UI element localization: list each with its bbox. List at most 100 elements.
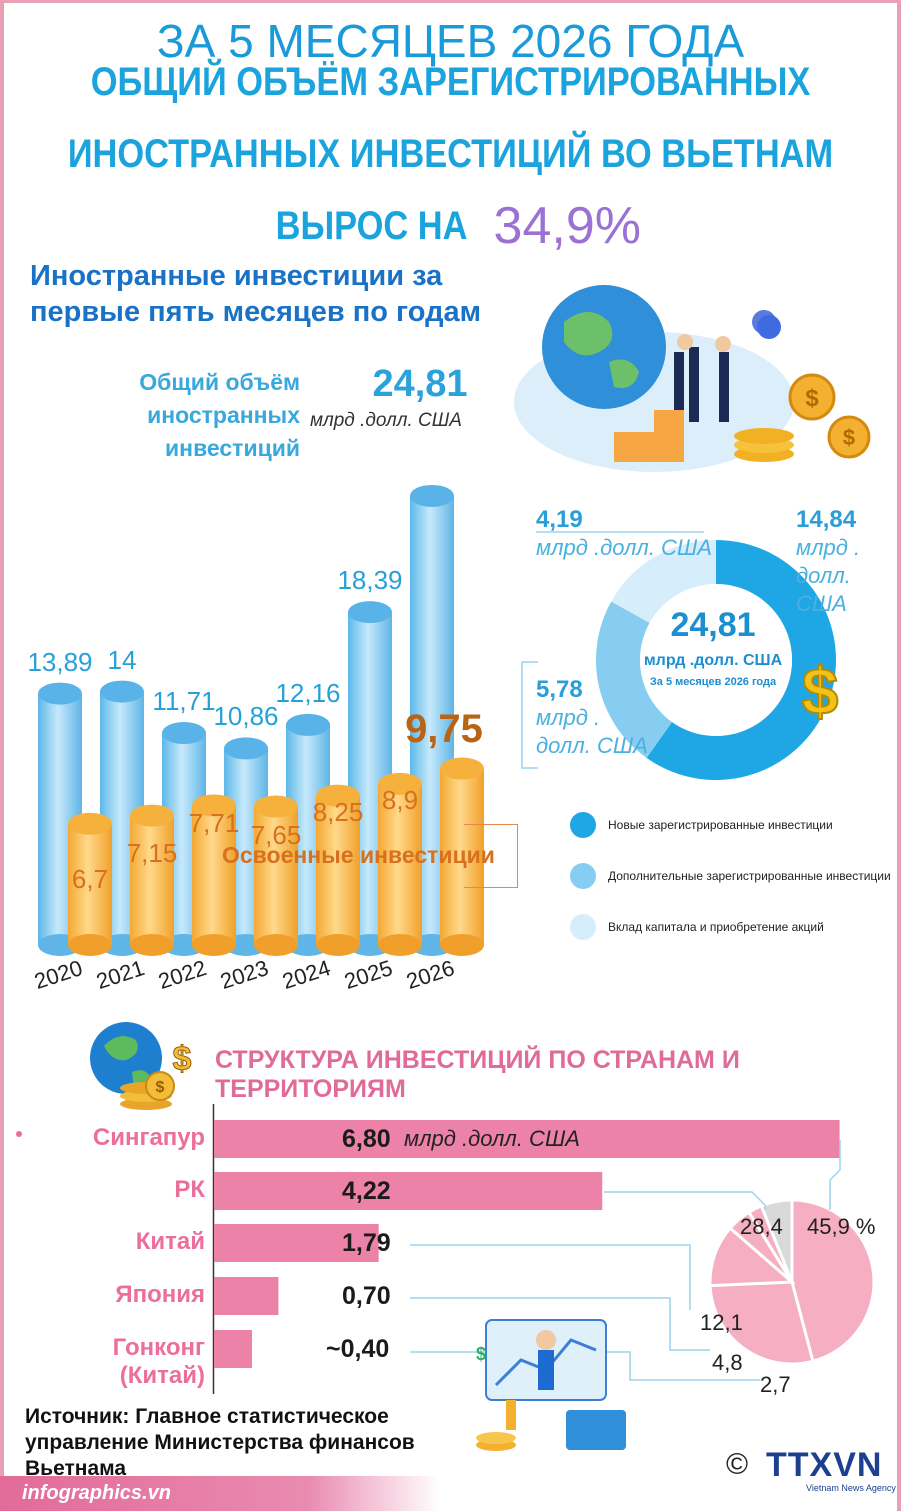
headline-period: ЗА 5 МЕСЯЦЕВ 2026 ГОДА xyxy=(156,15,745,67)
year-label-2021: 2021 xyxy=(93,955,148,994)
bullet-dot xyxy=(16,1131,22,1137)
bar-disbursed-label-2023: 7,65 xyxy=(250,820,302,850)
svg-text:$: $ xyxy=(156,1079,165,1096)
bar-disbursed-body xyxy=(440,768,484,945)
bar-disbursed-base xyxy=(378,934,422,956)
bar-disbursed-label-2021: 7,15 xyxy=(126,838,178,868)
new-unit-1: млрд . xyxy=(796,535,861,560)
country-name-0: Сингапур xyxy=(92,1124,205,1151)
top-border xyxy=(0,0,901,3)
donut-segment-new xyxy=(646,540,836,780)
bar-disbursed-label-2020: 6,7 xyxy=(71,864,109,894)
donut-center-period: За 5 месяцев 2026 года xyxy=(649,676,777,688)
bar-disbursed-label-2026: 9,75 xyxy=(405,706,483,751)
bar-total-label-2025: 18,39 xyxy=(337,565,403,596)
bar-disbursed-label-2025: 8,9 xyxy=(381,785,419,815)
donut-segment-additional xyxy=(596,601,673,758)
copyright-symbol: © xyxy=(726,1448,749,1481)
additional-unit-1: млрд . xyxy=(536,705,601,730)
country-bar-2 xyxy=(214,1224,379,1262)
bar-total-cap xyxy=(100,680,144,703)
bar-disbursed-body xyxy=(316,795,360,945)
legend-label-additional: Дополнительные зарегистрированные инвест… xyxy=(608,869,891,883)
legend-swatch-new xyxy=(570,812,596,838)
growth-value: 34,9% xyxy=(493,197,641,255)
total-investment-label: Общий объём иностранных инвестиций xyxy=(100,366,300,465)
total-label-line-3: инвестиций xyxy=(165,435,300,461)
pie-slice-Сингапур xyxy=(790,1198,876,1364)
svg-text:$: $ xyxy=(805,385,819,412)
country-value-3: 0,70 xyxy=(342,1282,391,1310)
pie-label-korea: 28,4 xyxy=(740,1214,783,1239)
bar-total-label-2023: 10,86 xyxy=(213,701,279,732)
pie-label-hongkong: 2,7 xyxy=(760,1372,791,1397)
donut-segment-capital xyxy=(611,540,716,623)
legend-item-new: Новые зарегистрированные инвестиции xyxy=(570,812,891,838)
bar-disbursed-cap xyxy=(254,795,298,818)
dollar-sign-icon: $ xyxy=(801,654,840,724)
country-value-2: 1,79 xyxy=(342,1229,391,1257)
capital-unit: млрд .долл. США xyxy=(536,535,712,560)
bar-disbursed-base xyxy=(68,934,112,956)
country-name-4: Гонконг xyxy=(112,1334,205,1361)
capital-value: 4,19 xyxy=(536,506,583,533)
legend-label-new: Новые зарегистрированные инвестиции xyxy=(608,818,833,832)
bar-total-cap xyxy=(286,713,330,736)
yearly-investment-bar-chart xyxy=(38,484,484,956)
headline-line-2: ОБЩИЙ ОБЪЁМ ЗАРЕГИСТРИРОВАННЫХ xyxy=(90,60,811,104)
svg-text:$: $ xyxy=(173,1040,192,1078)
country-bar-chart xyxy=(214,1120,840,1368)
year-label-2022: 2022 xyxy=(155,955,210,994)
disbursed-bracket xyxy=(464,824,518,888)
analytics-illustration: $ xyxy=(476,1319,626,1451)
new-value: 14,84 xyxy=(796,506,857,533)
country-value-4: ~0,40 xyxy=(326,1335,390,1363)
svg-text:$: $ xyxy=(843,425,855,450)
source-line-1: Источник: Главное статистическое xyxy=(25,1405,389,1428)
subtitle-line-2: первые пять месяцев по годам xyxy=(30,296,482,328)
donut-legend: Новые зарегистрированные инвестиции Допо… xyxy=(570,812,891,940)
site-link[interactable]: infographics.vn xyxy=(22,1482,171,1504)
total-label-line-1: Общий объём xyxy=(139,369,300,395)
bar-disbursed-cap xyxy=(316,784,360,807)
bar-disbursed-base xyxy=(130,934,174,956)
donut-label-new: 14,84 млрд . долл. США xyxy=(796,506,860,618)
business-illustration: $ $ xyxy=(514,285,871,472)
country-name-1: РК xyxy=(174,1176,205,1203)
bar-disbursed-2023 xyxy=(254,795,298,956)
bar-disbursed-2026 xyxy=(440,757,484,956)
country-name-2: Китай xyxy=(135,1228,205,1255)
source-note: Источник: Главное статистическое управле… xyxy=(25,1404,415,1482)
country-name-3: Япония xyxy=(115,1281,205,1308)
bar-total-label-2020: 13,89 xyxy=(27,646,93,677)
bar-disbursed-cap xyxy=(378,772,422,795)
bar-total-cap xyxy=(348,601,392,624)
country-value-0: 6,80 xyxy=(342,1125,391,1153)
bar-disbursed-cap xyxy=(68,812,112,835)
pie-label-japan: 4,8 xyxy=(712,1350,743,1375)
country-bar-4 xyxy=(214,1330,252,1368)
bar-disbursed-2021 xyxy=(130,804,174,956)
pie-label-china: 12,1 xyxy=(700,1310,743,1335)
right-border xyxy=(897,0,901,1511)
investment-structure-donut xyxy=(596,540,836,780)
country-axis-line xyxy=(212,1104,215,1394)
bar-total-cap xyxy=(162,722,206,745)
growth-label: ВЫРОС НА xyxy=(275,203,468,248)
bar-total-label-2021: 14 xyxy=(107,644,137,675)
source-line-3: Вьетнама xyxy=(25,1457,127,1480)
bar-disbursed-2025 xyxy=(378,772,422,956)
donut-center-unit: млрд .долл. США xyxy=(643,652,783,669)
donut-hole xyxy=(640,584,792,736)
bar-total-cap xyxy=(410,484,454,507)
total-investment-unit: млрд .долл. США xyxy=(310,410,462,431)
legend-swatch-capital xyxy=(570,914,596,940)
pie-slice-other xyxy=(759,1198,794,1283)
legend-item-additional: Дополнительные зарегистрированные инвест… xyxy=(570,863,891,889)
ttxvn-logo: TTXVN xyxy=(766,1446,883,1484)
legend-item-capital: Вклад капитала и приобретение акций xyxy=(570,914,891,940)
disbursed-investment-label: Освоенные инвестиции xyxy=(222,842,495,868)
headline-line-3: ИНОСТРАННЫХ ИНВЕСТИЦИЙ ВО ВЬЕТНАМ xyxy=(67,132,834,176)
donut-label-capital: 4,19 млрд .долл. США xyxy=(536,506,712,562)
country-bar-0 xyxy=(214,1120,840,1158)
